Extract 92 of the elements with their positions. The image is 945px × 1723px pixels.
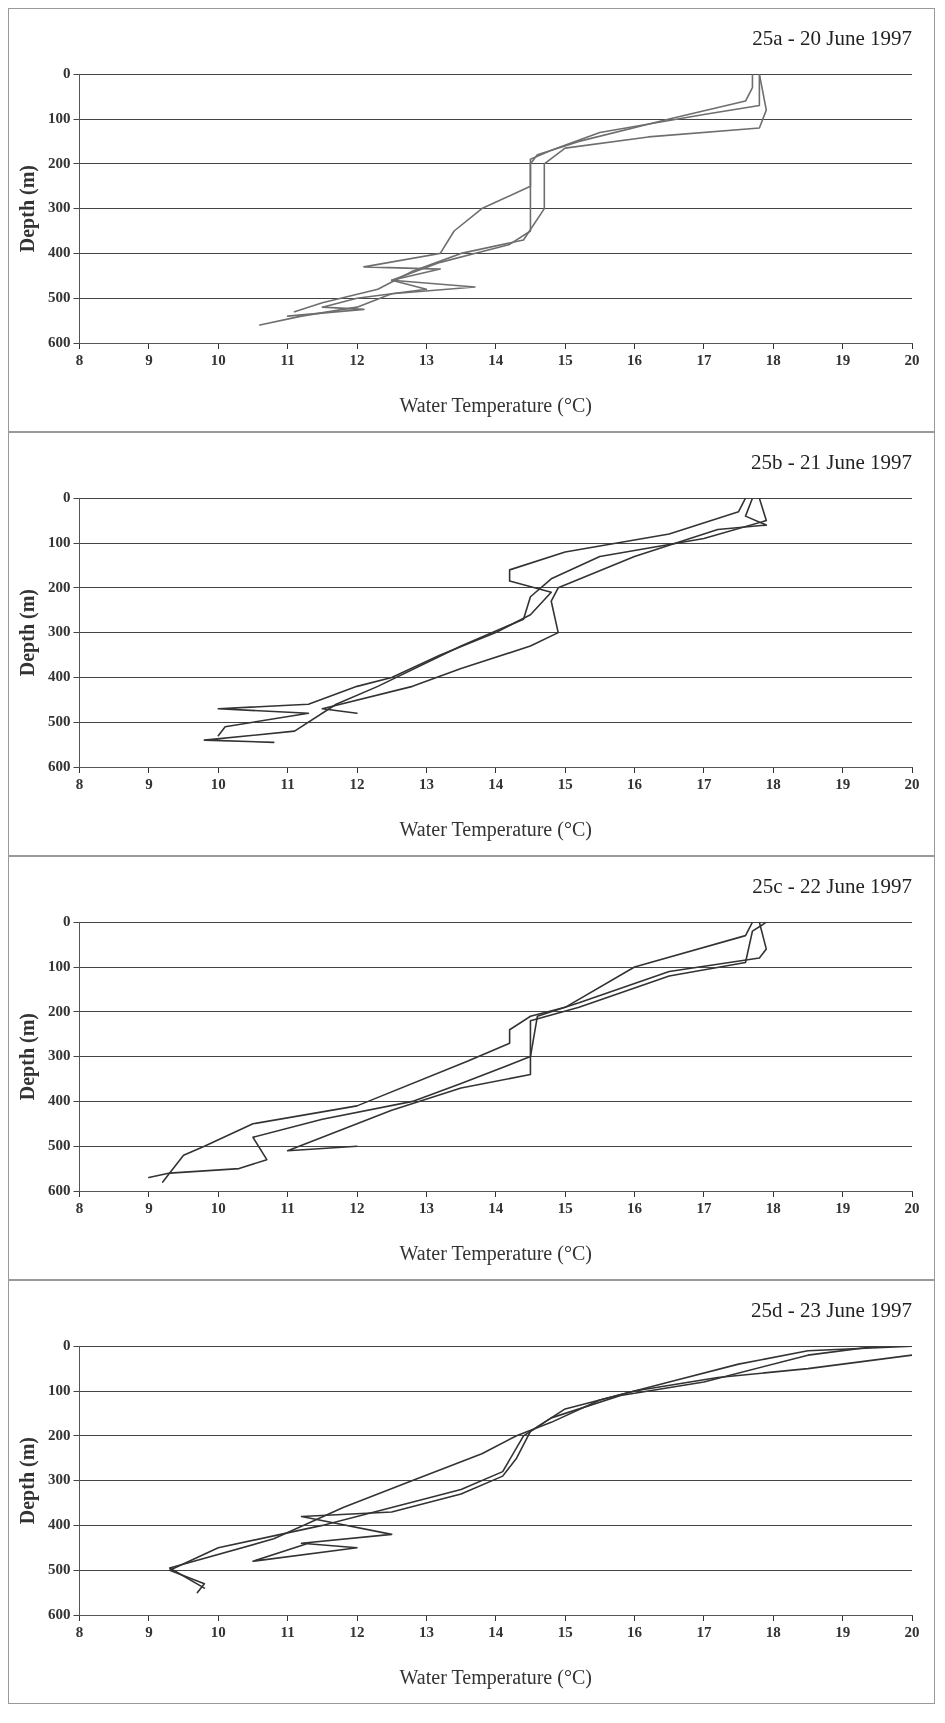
x-tick-label: 11 [280, 1199, 295, 1216]
y-tick-label: 600 [48, 757, 71, 774]
y-tick-label: 0 [63, 1337, 71, 1354]
y-tick-label: 100 [48, 957, 71, 974]
x-tick-label: 9 [145, 351, 153, 368]
y-tick-label: 200 [48, 1002, 71, 1019]
y-tick-label: 200 [48, 578, 71, 595]
y-axis-title: Depth (m) [16, 1012, 40, 1101]
x-tick-label: 15 [557, 1199, 573, 1216]
y-tick-label: 100 [48, 1381, 71, 1398]
y-tick-label: 400 [48, 244, 71, 261]
x-tick-label: 13 [418, 1199, 434, 1216]
x-tick-label: 18 [765, 351, 781, 368]
chart-title: 25a - 20 June 1997 [752, 26, 912, 51]
y-tick-label: 500 [48, 713, 71, 730]
y-tick-label: 300 [48, 1047, 71, 1064]
chart-title: 25d - 23 June 1997 [751, 1298, 912, 1323]
x-tick-label: 16 [627, 1623, 643, 1640]
x-tick-label: 18 [765, 1199, 781, 1216]
y-tick-label: 600 [48, 1605, 71, 1622]
y-tick-label: 500 [48, 1137, 71, 1154]
x-axis-title: Water Temperature (°C) [399, 1666, 592, 1690]
x-tick-label: 16 [627, 1199, 643, 1216]
x-tick-label: 20 [904, 775, 920, 792]
x-tick-label: 9 [145, 1199, 153, 1216]
x-tick-label: 12 [349, 351, 365, 368]
x-tick-label: 17 [696, 775, 712, 792]
y-tick-label: 300 [48, 623, 71, 640]
y-axis-title: Depth (m) [16, 164, 40, 253]
y-tick-label: 600 [48, 1181, 71, 1198]
x-tick-label: 17 [696, 1199, 712, 1216]
x-tick-label: 20 [904, 1623, 920, 1640]
x-tick-label: 10 [210, 1199, 226, 1216]
x-tick-label: 19 [835, 1623, 851, 1640]
x-axis-title: Water Temperature (°C) [399, 818, 592, 842]
y-tick-label: 200 [48, 1426, 71, 1443]
x-tick-label: 8 [75, 775, 84, 792]
y-tick-label: 0 [63, 913, 71, 930]
x-tick-label: 10 [210, 1623, 226, 1640]
x-tick-label: 15 [557, 351, 573, 368]
x-tick-label: 11 [280, 351, 295, 368]
y-tick-label: 600 [48, 333, 71, 350]
x-tick-label: 13 [418, 1623, 434, 1640]
y-tick-label: 500 [48, 289, 71, 306]
x-tick-label: 12 [349, 775, 365, 792]
y-tick-label: 0 [63, 65, 71, 82]
chart-title: 25c - 22 June 1997 [752, 874, 912, 899]
y-tick-label: 300 [48, 1471, 71, 1488]
x-tick-label: 18 [765, 775, 781, 792]
x-tick-label: 10 [210, 775, 226, 792]
x-tick-label: 13 [418, 775, 434, 792]
x-tick-label: 9 [145, 1623, 153, 1640]
y-tick-label: 400 [48, 668, 71, 685]
y-tick-label: 400 [48, 1516, 71, 1533]
x-tick-label: 14 [488, 351, 504, 368]
chart-title: 25b - 21 June 1997 [751, 450, 912, 475]
y-tick-label: 300 [48, 199, 71, 216]
x-tick-label: 19 [835, 1199, 851, 1216]
x-tick-label: 14 [488, 1199, 504, 1216]
x-tick-label: 8 [75, 1199, 84, 1216]
x-tick-label: 12 [349, 1623, 365, 1640]
x-tick-label: 17 [696, 351, 712, 368]
x-tick-label: 19 [835, 775, 851, 792]
x-axis-title: Water Temperature (°C) [399, 1242, 592, 1266]
x-tick-label: 15 [557, 775, 573, 792]
x-tick-label: 12 [349, 1199, 365, 1216]
x-tick-label: 8 [75, 1623, 84, 1640]
x-axis-title: Water Temperature (°C) [399, 394, 592, 418]
x-tick-label: 15 [557, 1623, 573, 1640]
x-tick-label: 18 [765, 1623, 781, 1640]
x-tick-label: 20 [904, 351, 920, 368]
x-tick-label: 10 [210, 351, 226, 368]
x-tick-label: 17 [696, 1623, 712, 1640]
x-tick-label: 19 [835, 351, 851, 368]
x-tick-label: 13 [418, 351, 434, 368]
x-tick-label: 14 [488, 1623, 504, 1640]
y-tick-label: 100 [48, 109, 71, 126]
x-tick-label: 20 [904, 1199, 920, 1216]
y-tick-label: 400 [48, 1092, 71, 1109]
x-tick-label: 8 [75, 351, 84, 368]
y-axis-title: Depth (m) [16, 1436, 40, 1525]
y-tick-label: 500 [48, 1561, 71, 1578]
x-tick-label: 9 [145, 775, 153, 792]
x-tick-label: 11 [280, 1623, 295, 1640]
x-tick-label: 16 [627, 775, 643, 792]
y-axis-title: Depth (m) [16, 588, 40, 677]
y-tick-label: 100 [48, 533, 71, 550]
x-tick-label: 11 [280, 775, 295, 792]
y-tick-label: 200 [48, 154, 71, 171]
y-tick-label: 0 [63, 489, 71, 506]
x-tick-label: 16 [627, 351, 643, 368]
x-tick-label: 14 [488, 775, 504, 792]
